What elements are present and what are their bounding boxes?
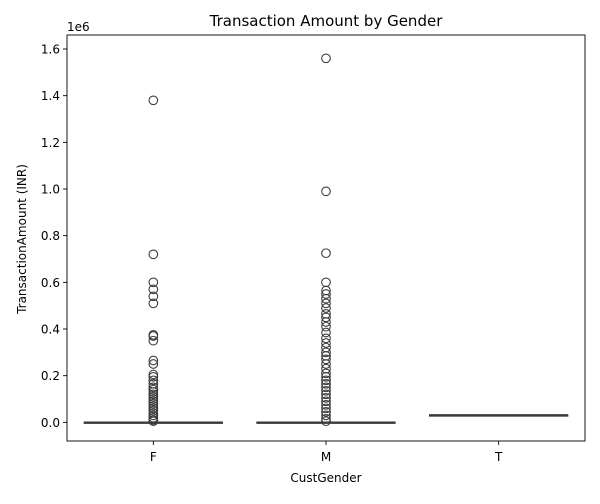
outlier-point xyxy=(321,399,331,410)
outlier-point xyxy=(321,321,331,332)
outlier-point xyxy=(321,403,331,414)
outlier-point xyxy=(148,401,159,411)
outlier-point xyxy=(321,371,331,382)
outlier-point xyxy=(321,333,331,344)
outlier-point xyxy=(321,317,331,327)
y-tick-label: 0.8 xyxy=(41,229,60,243)
outlier-point xyxy=(321,312,331,323)
outlier-point xyxy=(148,298,159,309)
outlier-point xyxy=(321,382,331,393)
outlier-point xyxy=(148,410,159,421)
plot-frame xyxy=(66,34,586,442)
outlier-point xyxy=(321,338,331,348)
outlier-point xyxy=(148,335,159,346)
outlier-point xyxy=(321,289,331,299)
outlier-point xyxy=(148,371,159,382)
outlier-point xyxy=(148,398,159,409)
y-tick-label: 1.4 xyxy=(41,89,60,103)
outlier-point xyxy=(148,355,159,366)
outlier-point xyxy=(148,387,159,397)
outlier-point xyxy=(148,359,159,369)
y-axis-label: TransactionAmount (INR) xyxy=(15,164,29,315)
outlier-point xyxy=(148,416,159,427)
outlier-point xyxy=(148,412,159,423)
outlier-point xyxy=(148,391,159,402)
outlier-point xyxy=(321,53,331,64)
outlier-point xyxy=(148,369,159,380)
outlier-point xyxy=(148,389,159,400)
outlier-point xyxy=(321,375,331,386)
x-tick-label: T xyxy=(494,450,503,464)
outlier-point xyxy=(321,378,331,389)
outlier-point xyxy=(321,303,331,313)
outlier-point xyxy=(321,385,331,396)
outlier-point xyxy=(148,375,159,386)
chart-title: Transaction Amount by Gender xyxy=(209,12,444,30)
outlier-point xyxy=(321,327,331,338)
outlier-point xyxy=(148,277,159,288)
outlier-point xyxy=(148,382,159,393)
outlier-point xyxy=(321,396,331,407)
outlier-point xyxy=(148,249,159,260)
x-tick-label: F xyxy=(150,450,157,464)
outlier-point xyxy=(148,291,159,302)
outlier-point xyxy=(148,284,159,295)
y-tick-label: 0.4 xyxy=(41,323,60,337)
outlier-point xyxy=(148,331,159,341)
outlier-point xyxy=(321,248,331,259)
outlier-point xyxy=(148,394,159,404)
outlier-point xyxy=(321,293,331,304)
y-axis-multiplier: 1e6 xyxy=(67,20,90,34)
outlier-point xyxy=(321,186,331,197)
outlier-point xyxy=(321,392,331,403)
outlier-point xyxy=(321,410,331,421)
y-tick-label: 0.6 xyxy=(41,276,60,290)
outlier-point xyxy=(148,405,159,416)
y-tick-label: 1.0 xyxy=(41,183,60,197)
y-tick-label: 1.2 xyxy=(41,136,60,150)
outlier-point xyxy=(321,347,331,358)
y-tick-label: 0.0 xyxy=(41,416,60,430)
outlier-point xyxy=(321,413,331,424)
outlier-point xyxy=(321,406,331,417)
y-tick-label: 0.2 xyxy=(41,369,60,383)
outlier-point xyxy=(148,384,159,395)
plot-area: 0.0 0.2 0.4 0.6 0.8 1.0 1.2 1.4 1.6 F M T xyxy=(41,34,586,464)
outlier-point xyxy=(148,95,159,106)
outlier-point xyxy=(321,368,331,379)
outlier-point xyxy=(321,416,331,427)
outlier-point xyxy=(321,389,331,400)
outlier-point xyxy=(321,277,331,288)
outlier-point xyxy=(321,354,331,365)
outlier-point xyxy=(148,403,159,414)
outlier-point xyxy=(321,359,331,369)
y-tick-label: 1.6 xyxy=(41,43,60,57)
x-tick-label: M xyxy=(321,450,331,464)
x-axis-label: CustGender xyxy=(290,471,361,485)
outlier-point xyxy=(321,298,331,309)
outlier-point xyxy=(148,396,159,407)
